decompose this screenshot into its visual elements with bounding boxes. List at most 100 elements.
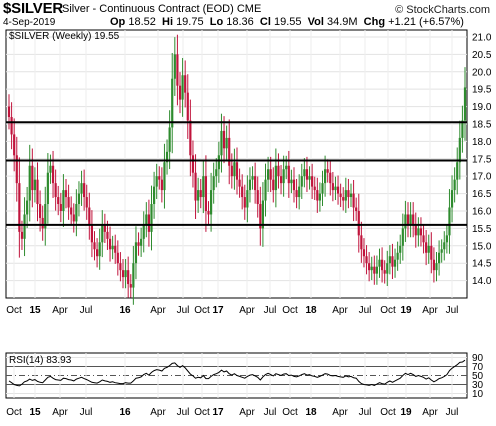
price-bar-body [106, 231, 109, 239]
price-bar-body [70, 207, 73, 215]
exchange-label: CME [236, 3, 262, 15]
rsi-x-label: Apr [332, 407, 348, 418]
price-bar-body [119, 263, 122, 271]
price-bar-body [305, 169, 309, 180]
open-label: Op [110, 16, 126, 28]
rsi-x-label: Oct [6, 407, 22, 418]
rsi-line [8, 359, 466, 387]
price-bar-body [114, 245, 117, 253]
price-bar-body [46, 172, 49, 205]
price-bar-body [409, 214, 412, 225]
price-bar-body [344, 190, 347, 201]
price-bar-body [108, 238, 112, 250]
price-bar-body [251, 176, 254, 180]
price-bar-body [75, 204, 78, 222]
price-bar-body [15, 155, 18, 184]
price-bar-body [178, 85, 182, 100]
rsi-x-label: 18 [305, 407, 317, 418]
rsi-x-label: 19 [400, 407, 412, 418]
price-bar-body [93, 242, 96, 250]
price-bar-body [419, 228, 423, 236]
price-bar-body [88, 207, 91, 225]
price-bar-body [362, 249, 366, 257]
price-bar-body [235, 162, 239, 180]
price-tick-label: 15.0 [472, 241, 492, 252]
price-bar-body [233, 162, 236, 177]
price-bar-body [163, 162, 166, 191]
price-tick-label: 14.0 [472, 276, 492, 287]
volume-value: 34.9M [326, 16, 358, 28]
price-bar-body [238, 179, 241, 187]
price-bar-body [401, 228, 404, 246]
price-bar-body [189, 120, 192, 156]
price-bar-body [437, 252, 441, 264]
price-bar-body [334, 186, 337, 191]
source-credit: © StockCharts.com [395, 4, 490, 16]
instrument-name-text: Silver - Continuous Contract (EOD) [62, 3, 234, 15]
price-bar-body [349, 193, 353, 198]
rsi-x-label: Oct [380, 407, 396, 418]
low-label: Lo [209, 16, 224, 28]
price-tick-label: 14.5 [472, 259, 492, 270]
price-bar-body [352, 193, 355, 208]
rsi-x-label: Apr [150, 407, 166, 418]
price-tick-label: 20.0 [472, 67, 492, 78]
price-bar-body [209, 190, 213, 215]
price-x-label: 15 [29, 305, 41, 316]
rsi-x-label: Jul [264, 407, 277, 418]
price-bar-body [461, 120, 464, 138]
price-bar-body [225, 137, 228, 149]
price-x-label: 18 [305, 305, 317, 316]
price-bars [7, 34, 467, 305]
rsi-x-label: Oct [282, 407, 298, 418]
price-bar-body [152, 186, 156, 205]
price-bar-body [207, 210, 210, 215]
price-bar-body [432, 259, 436, 271]
price-bar-body [425, 242, 428, 253]
price-bar-body [290, 179, 293, 184]
price-bar-body [396, 252, 399, 260]
price-tick-label: 20.5 [472, 50, 492, 61]
rsi-x-label: 16 [119, 407, 131, 418]
price-bar-body [308, 176, 311, 180]
price-bar-body [311, 176, 314, 187]
price-bar-body [450, 190, 454, 208]
price-bar-body [67, 197, 70, 208]
change-label: Chg [363, 16, 386, 28]
price-bar-body [121, 270, 125, 278]
price-bar-body [199, 190, 202, 198]
close-value: 19.55 [273, 16, 302, 28]
price-bar-body [282, 169, 285, 184]
price-bar-body [336, 186, 340, 194]
price-x-label: Oct [6, 305, 22, 316]
price-bar-body [33, 179, 37, 191]
price-bar-body [26, 200, 29, 215]
price-bar-body [448, 207, 451, 236]
price-tick-label: 16.0 [472, 206, 492, 217]
vertical-gridlines [13, 30, 453, 398]
price-bar-body [318, 193, 322, 201]
price-bar-body [173, 54, 176, 79]
price-x-label: Apr [52, 305, 68, 316]
price-bar-body [20, 231, 24, 239]
price-x-label: Apr [239, 305, 255, 316]
price-bar-body [142, 224, 145, 239]
price-bar-body [266, 169, 270, 180]
price-bar-body [303, 169, 306, 177]
rsi-legend: RSI(14) 83.93 [9, 355, 72, 366]
price-bar-body [298, 186, 301, 198]
price-bar-body [64, 190, 68, 198]
price-bar-body [160, 179, 163, 191]
price-bar-body [145, 214, 148, 225]
price-bar-body [375, 266, 379, 274]
price-bar-body [339, 193, 342, 198]
price-bar-body [165, 151, 169, 163]
rsi-x-label: Jul [359, 407, 372, 418]
price-bar-body [57, 197, 60, 205]
price-bar-body [254, 176, 257, 191]
price-bar-body [360, 235, 363, 250]
price-bar-body [342, 197, 345, 201]
price-x-label: Oct [282, 305, 298, 316]
price-bar-body [202, 176, 205, 198]
